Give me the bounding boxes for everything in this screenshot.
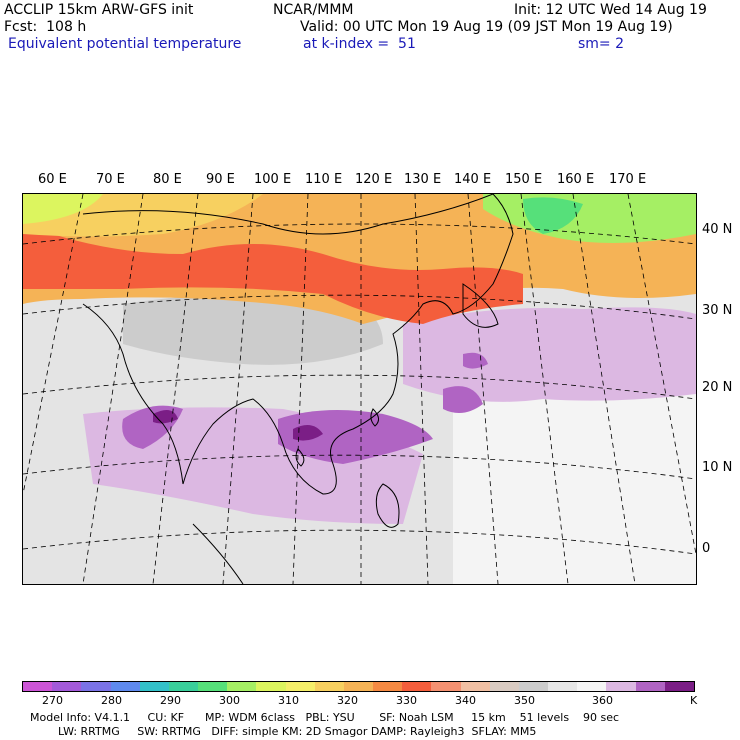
dark-purple-core [293,425,323,441]
taiwan-outline [370,408,379,427]
colorbar-tick-label: 340 [455,694,476,707]
colorbar-tick-label: 290 [160,694,181,707]
warm-band-lime [23,194,103,224]
lon-line [222,194,254,584]
colorbar-swatch [577,682,607,691]
lon-label: 170 E [609,172,647,187]
colorbar-swatch [343,682,374,691]
level-index: at k-index = 51 [303,36,416,52]
sumatra-outline [192,523,244,584]
init-time: Init: 12 UTC Wed 14 Aug 19 [514,2,707,18]
lat-line [23,223,696,245]
smoothing-label: sm= 2 [578,36,625,52]
lon-label: 90 E [206,172,235,187]
colorbar-tick-label: 310 [278,694,299,707]
lon-line [572,194,636,584]
lon-label: 100 E [254,172,292,187]
asia-coastline [82,194,514,495]
lon-label: 140 E [454,172,492,187]
purple-core [278,410,433,464]
japan-outline [462,283,499,328]
map-panel [22,193,697,585]
colorbar-swatch [402,682,432,691]
colorbar-unit: K [690,694,698,707]
lat-line [23,529,696,555]
lon-line [627,194,696,555]
colorbar-swatch [431,682,461,691]
model-info-line1: Model Info: V4.1.1 CU: KF MP: WDM 6class… [30,711,620,724]
lon-label: 130 E [404,172,442,187]
lon-label: 150 E [505,172,543,187]
map-canvas [23,194,696,584]
cool-band-green-core [523,197,583,234]
institution-label: NCAR/MMM [273,2,354,18]
colorbar-swatch [285,682,315,691]
lat-label: 40 N [702,222,733,237]
colorbar-swatch [198,682,228,691]
colorbar-swatch [373,682,403,691]
lon-label: 160 E [557,172,595,187]
colorbar-swatch [168,682,199,691]
lat-line [23,294,696,320]
colorbar-tick-label: 320 [337,694,358,707]
lat-label: 10 N [702,460,733,475]
colorbar-swatch [256,682,286,691]
warm-band-red [23,224,523,324]
lat-line [23,454,696,480]
lon-line [520,194,569,584]
color-bar [22,681,695,692]
lon-label: 120 E [355,172,393,187]
colorbar-swatch [635,682,665,691]
colorbar-swatch [227,682,257,691]
lat-label: 30 N [702,303,733,318]
colorbar-swatch [110,682,140,691]
lat-label: 0 [702,541,711,556]
purple-core [443,386,483,413]
colorbar-swatch [52,682,82,691]
purple-core [463,352,488,369]
lon-label: 110 E [305,172,343,187]
lon-label: 80 E [153,172,182,187]
colorbar-tick-label: 360 [592,694,613,707]
lon-line [82,194,144,584]
colorbar-tick-label: 350 [514,694,535,707]
country-border [82,194,494,235]
colorbar-tick-label: 270 [42,694,63,707]
lon-label: 60 E [38,172,67,187]
model-info-line2: LW: RRTMG SW: RRTMG DIFF: simple KM: 2D … [30,725,537,738]
lon-line [23,194,84,495]
forecast-hour: Fcst: 108 h [4,19,87,35]
colorbar-tick-label: 300 [219,694,240,707]
lat-line [23,374,696,400]
colorbar-swatch [314,682,344,691]
colorbar-swatch [518,682,549,691]
colorbar-tick-label: 280 [101,694,122,707]
colorbar-tick-label: 330 [396,694,417,707]
field-name: Equivalent potential temperature [8,36,242,52]
valid-time: Valid: 00 UTC Mon 19 Aug 19 (09 JST Mon … [300,19,673,35]
lat-label: 20 N [702,380,733,395]
lon-line [414,194,429,584]
lon-line [292,194,309,584]
lon-label: 70 E [96,172,125,187]
lon-line [152,194,199,584]
colorbar-swatch [460,682,490,691]
graticule [23,194,696,584]
colorbar-swatch [664,682,694,691]
colorbar-swatch [606,682,636,691]
coastlines [82,194,514,584]
hainan-outline [295,448,305,467]
philippines-outline [375,483,400,528]
colorbar-swatch [548,682,578,691]
model-title: ACCLIP 15km ARW-GFS init [4,2,194,18]
tropical-pacific-shading [453,380,696,584]
colorbar-swatch [81,682,111,691]
colorbar-swatch [23,682,53,691]
lon-line [467,194,499,584]
colorbar-swatch [139,682,169,691]
colorbar-swatch [489,682,519,691]
